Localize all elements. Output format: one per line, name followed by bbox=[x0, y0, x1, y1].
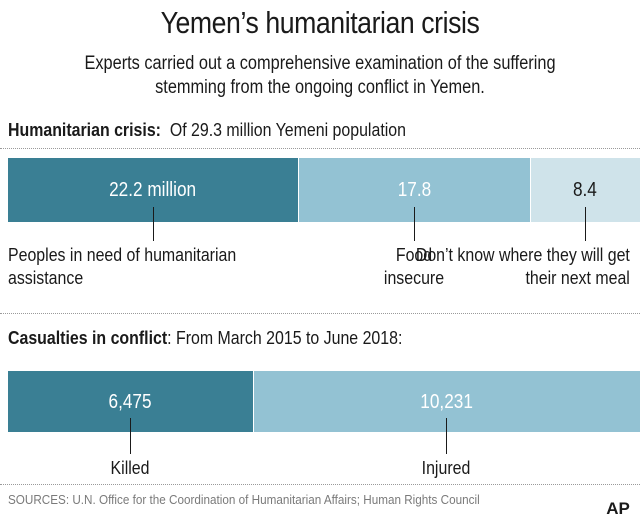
ap-logo-mark: AP bbox=[606, 499, 630, 518]
category-label-line: Injured bbox=[422, 457, 471, 478]
ap-logo-text: AP bbox=[606, 499, 630, 518]
casualty-stacked-bar: 6,475 10,231 bbox=[8, 371, 640, 432]
category-label: Don’t know where they will get their next… bbox=[416, 243, 630, 289]
category-label-line: assistance bbox=[8, 267, 84, 288]
bar-segment-2: 17.8 bbox=[297, 158, 531, 222]
casualty-heading: Casualties in conflict: From March 2015 … bbox=[8, 326, 402, 350]
category-label-line: insecure bbox=[384, 267, 445, 288]
crisis-heading-rest: Of 29.3 million Yemeni population bbox=[169, 119, 406, 140]
crisis-heading-bold: Humanitarian crisis: bbox=[8, 119, 161, 140]
bar-segment-2: 10,231 bbox=[252, 371, 640, 432]
bar-segment-1: 22.2 million bbox=[8, 158, 298, 222]
category-label-line: their next meal bbox=[525, 267, 630, 288]
crisis-heading: Humanitarian crisis: Of 29.3 million Yem… bbox=[8, 118, 406, 142]
divider-rule bbox=[0, 148, 640, 149]
category-label: Food insecure bbox=[328, 243, 500, 289]
segment-value-label: 6,475 bbox=[108, 390, 152, 413]
divider-rule bbox=[0, 484, 640, 485]
category-label-line: Don’t know where they will get bbox=[415, 244, 630, 265]
category-label-line: Peoples in need of humanitarian bbox=[8, 244, 237, 265]
bar-segment-3: 8.4 bbox=[530, 158, 640, 222]
crisis-stacked-bar: 22.2 million 17.8 8.4 bbox=[8, 158, 640, 222]
chart-title: Yemen’s humanitarian crisis bbox=[160, 5, 480, 40]
segment-value-label: 17.8 bbox=[397, 179, 431, 201]
segment-value-label: 10,231 bbox=[420, 390, 473, 413]
subtitle-line-2: stemming from the ongoing conflict in Ye… bbox=[155, 77, 485, 98]
category-label-line: Food bbox=[395, 244, 433, 265]
category-label: Killed bbox=[44, 456, 216, 479]
category-label: Peoples in need of humanitarian assistanc… bbox=[8, 243, 236, 289]
casualty-heading-bold: Casualties in conflict bbox=[8, 327, 168, 348]
ap-logo: AP bbox=[606, 496, 630, 520]
segment-divider bbox=[530, 158, 532, 222]
casualty-heading-rest: : From March 2015 to June 2018: bbox=[167, 327, 403, 348]
segment-divider bbox=[252, 371, 254, 432]
segment-value-label: 8.4 bbox=[573, 179, 598, 201]
sources-note: SOURCES: U.N. Office for the Coordinatio… bbox=[8, 492, 480, 507]
segment-divider bbox=[297, 158, 299, 222]
category-label: Injured bbox=[360, 456, 532, 479]
divider-rule bbox=[0, 313, 640, 314]
category-label-line: Killed bbox=[111, 457, 150, 478]
chart-subtitle: Experts carried out a comprehensive exam… bbox=[45, 52, 595, 100]
subtitle-line-1: Experts carried out a comprehensive exam… bbox=[84, 53, 556, 74]
bar-segment-1: 6,475 bbox=[8, 371, 253, 432]
segment-value-label: 22.2 million bbox=[109, 179, 197, 201]
